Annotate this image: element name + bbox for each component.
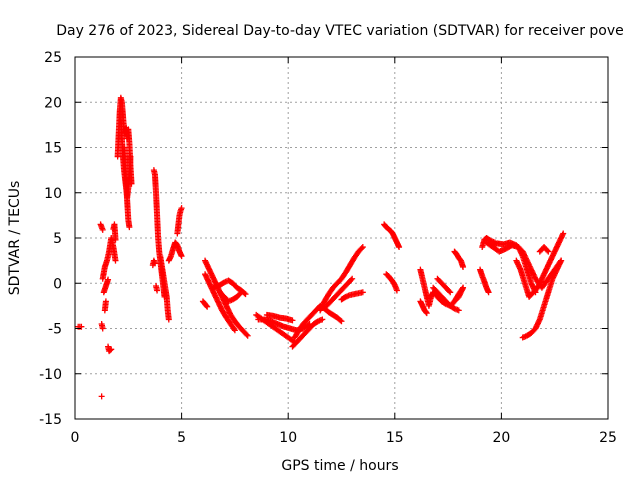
data-point <box>78 323 85 330</box>
data-point <box>203 302 210 309</box>
data-point <box>238 289 245 296</box>
grid <box>75 57 608 419</box>
y-tick-label: 0 <box>53 276 62 292</box>
data-point <box>107 347 114 354</box>
y-tick-label: 10 <box>44 186 62 202</box>
data-point <box>102 298 109 305</box>
data-point <box>338 318 345 325</box>
data-point <box>446 288 453 295</box>
data-point <box>98 393 105 400</box>
data-point <box>99 325 106 332</box>
data-point <box>204 303 211 310</box>
data-point <box>460 284 467 291</box>
chart-title: Day 276 of 2023, Sidereal Day-to-day VTE… <box>56 23 624 39</box>
data-point <box>178 205 185 212</box>
y-axis-label: SDTVAR / TECUs <box>7 181 23 296</box>
data-point <box>337 317 344 324</box>
data-point <box>423 310 430 317</box>
x-axis-label: GPS time / hours <box>281 458 398 474</box>
y-tick-label: 20 <box>44 95 62 111</box>
data-point <box>459 286 466 293</box>
y-tick-label: -10 <box>39 367 62 383</box>
data-point <box>423 309 430 316</box>
data-point <box>447 289 454 296</box>
data-point <box>112 236 119 243</box>
data-point <box>237 290 244 297</box>
data-point <box>545 248 552 255</box>
data-point <box>289 317 296 324</box>
data-point <box>108 346 115 353</box>
y-tick-label: 25 <box>44 50 62 66</box>
data-point <box>105 276 112 283</box>
data-point <box>165 316 172 323</box>
y-tick-label: -15 <box>39 412 62 428</box>
data-point <box>460 263 467 270</box>
data-point <box>244 332 251 339</box>
data-point <box>112 257 119 264</box>
x-tick-label: 0 <box>71 430 80 446</box>
data-points <box>75 94 567 400</box>
axis-ticks: 0 5 10 15 20 25 -15 -10 -5 0 5 10 15 20 25 <box>39 50 617 446</box>
data-point <box>126 224 133 231</box>
data-point <box>359 289 366 296</box>
y-tick-label: -5 <box>48 322 62 338</box>
y-tick-label: 15 <box>44 141 62 157</box>
data-point <box>151 260 158 267</box>
x-tick-label: 5 <box>177 430 186 446</box>
data-point <box>231 327 238 334</box>
data-point <box>485 289 492 296</box>
x-tick-label: 15 <box>386 430 404 446</box>
x-tick-label: 10 <box>279 430 297 446</box>
y-tick-label: 5 <box>53 231 62 247</box>
data-point <box>359 244 366 251</box>
data-point <box>231 326 238 333</box>
data-point <box>396 244 403 251</box>
data-point <box>358 245 365 252</box>
x-tick-label: 25 <box>599 430 617 446</box>
data-point <box>348 276 355 283</box>
data-point <box>544 247 551 254</box>
data-point <box>560 230 567 237</box>
data-point <box>319 316 326 323</box>
data-point <box>154 287 161 294</box>
data-point <box>99 226 106 233</box>
data-point <box>558 257 565 264</box>
data-point <box>178 253 185 260</box>
data-point <box>128 180 135 187</box>
data-point <box>243 331 250 338</box>
data-point <box>455 307 462 314</box>
data-point <box>349 275 356 282</box>
x-tick-label: 20 <box>492 430 510 446</box>
data-point <box>393 287 400 294</box>
data-point <box>242 291 249 298</box>
